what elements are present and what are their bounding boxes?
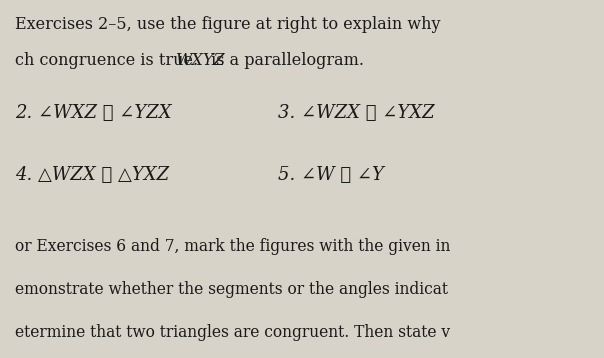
Text: 5. ∠W ≅ ∠Y: 5. ∠W ≅ ∠Y xyxy=(278,166,384,184)
Text: Exercises 2–5, use the figure at right to explain why: Exercises 2–5, use the figure at right t… xyxy=(15,16,440,33)
Text: etermine that two triangles are congruent. Then state v: etermine that two triangles are congruen… xyxy=(15,324,450,341)
Text: 3. ∠WZX ≅ ∠YXZ: 3. ∠WZX ≅ ∠YXZ xyxy=(278,104,434,122)
Text: 4. △WZX ≅ △YXZ: 4. △WZX ≅ △YXZ xyxy=(15,166,169,184)
Text: or Exercises 6 and 7, mark the figures with the given in: or Exercises 6 and 7, mark the figures w… xyxy=(15,238,451,255)
Text: emonstrate whether the segments or the angles indicat: emonstrate whether the segments or the a… xyxy=(15,281,448,298)
Text: ch congruence is true.: ch congruence is true. xyxy=(15,52,204,69)
Text: is a parallelogram.: is a parallelogram. xyxy=(205,52,364,69)
Text: 2. ∠WXZ ≅ ∠YZX: 2. ∠WXZ ≅ ∠YZX xyxy=(15,104,172,122)
Text: WXYZ: WXYZ xyxy=(176,52,226,69)
